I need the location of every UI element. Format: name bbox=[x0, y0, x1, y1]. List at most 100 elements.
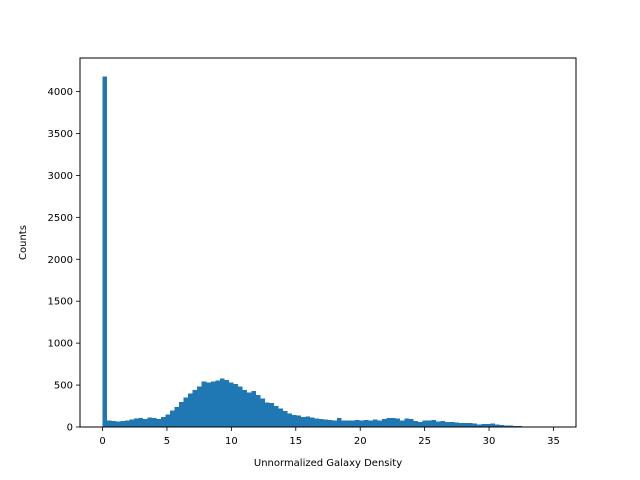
histogram-bar bbox=[508, 425, 513, 427]
histogram-bar bbox=[192, 390, 198, 427]
y-tick-label: 0 bbox=[67, 423, 73, 434]
histogram-bar bbox=[440, 421, 446, 427]
histogram-bar bbox=[445, 421, 450, 427]
histogram-bar bbox=[296, 415, 301, 427]
histogram-bar bbox=[431, 419, 437, 427]
histogram-bar bbox=[246, 392, 252, 427]
x-tick-label: 20 bbox=[354, 436, 367, 447]
y-tick-label: 4000 bbox=[48, 87, 73, 98]
histogram-bar bbox=[201, 381, 207, 427]
histogram-bar bbox=[273, 406, 279, 427]
histogram-bar bbox=[228, 382, 234, 427]
histogram-bar bbox=[129, 419, 135, 427]
histogram-bar bbox=[418, 421, 423, 427]
histogram-bar bbox=[215, 380, 220, 427]
y-tick-label: 2000 bbox=[48, 255, 73, 266]
histogram-bar bbox=[143, 419, 148, 427]
histogram-bar bbox=[395, 418, 401, 427]
histogram-bar bbox=[242, 390, 247, 427]
histogram-bar bbox=[179, 401, 184, 427]
histogram-bar bbox=[355, 419, 360, 427]
histogram-bar bbox=[449, 421, 455, 427]
x-tick-label: 5 bbox=[164, 436, 170, 447]
x-tick-label: 10 bbox=[225, 436, 238, 447]
histogram-bar bbox=[337, 418, 342, 427]
histogram-bar bbox=[481, 424, 486, 427]
histogram-bar bbox=[404, 418, 410, 427]
histogram-bar bbox=[107, 420, 112, 427]
histogram-bar bbox=[260, 398, 265, 427]
histogram-bar bbox=[255, 395, 261, 427]
histogram-bar bbox=[309, 417, 315, 427]
histogram-bar bbox=[485, 424, 491, 427]
histogram-bar bbox=[183, 397, 189, 427]
histogram-bar bbox=[463, 423, 468, 427]
histogram-bar bbox=[264, 402, 270, 427]
histogram-bar bbox=[476, 424, 482, 427]
histogram-bar bbox=[382, 419, 387, 427]
x-tick-label: 0 bbox=[99, 436, 105, 447]
x-tick-label: 25 bbox=[418, 436, 431, 447]
histogram-bar bbox=[233, 384, 238, 427]
plot-frame bbox=[79, 57, 577, 428]
histogram-bar bbox=[206, 382, 211, 427]
histogram-bar bbox=[413, 421, 419, 427]
histogram-bar bbox=[377, 420, 383, 427]
histogram-bar bbox=[138, 417, 144, 427]
histogram-bar bbox=[314, 418, 319, 427]
histogram-bar bbox=[350, 420, 356, 427]
y-tick-label: 2500 bbox=[48, 213, 73, 224]
x-tick-label: 35 bbox=[547, 436, 560, 447]
histogram-bar bbox=[197, 386, 202, 427]
histogram-bar bbox=[318, 419, 324, 427]
x-tick-label: 15 bbox=[289, 436, 302, 447]
histogram-bar bbox=[454, 422, 459, 427]
histogram-bar bbox=[328, 419, 333, 427]
histogram-bar bbox=[472, 423, 477, 427]
histogram-bar bbox=[341, 420, 347, 427]
histogram-bar bbox=[323, 419, 328, 427]
histogram-bar bbox=[346, 420, 351, 427]
histogram-bar bbox=[386, 418, 392, 427]
y-axis-ticks: 0 500 1000 1500 2000 2500 3000 3500 4000 bbox=[48, 87, 80, 434]
histogram-bar bbox=[305, 416, 310, 427]
histogram-bar bbox=[125, 420, 130, 427]
y-tick-label: 3500 bbox=[48, 129, 73, 140]
histogram-bar bbox=[332, 420, 338, 427]
histogram-bar bbox=[282, 411, 288, 427]
y-tick-label: 3000 bbox=[48, 171, 73, 182]
y-axis-label: Counts bbox=[18, 225, 29, 260]
y-tick-label: 1000 bbox=[48, 339, 73, 350]
histogram-bar bbox=[147, 417, 153, 427]
histogram-bar bbox=[368, 420, 374, 427]
histogram-bar bbox=[458, 422, 464, 427]
histogram-bar bbox=[134, 418, 139, 427]
histogram-bar bbox=[499, 424, 504, 427]
histogram-bar bbox=[373, 419, 378, 427]
histogram-bar bbox=[409, 419, 414, 427]
histogram-bar bbox=[188, 393, 193, 427]
histogram-bar bbox=[287, 413, 292, 427]
histogram-bar bbox=[116, 421, 121, 427]
histogram-bar bbox=[490, 423, 495, 427]
y-tick-label: 500 bbox=[54, 381, 73, 392]
histogram-bar bbox=[170, 410, 175, 427]
histogram-bar bbox=[102, 76, 108, 427]
histogram-bar bbox=[156, 419, 162, 427]
histogram-bars bbox=[102, 76, 554, 427]
histogram-bar bbox=[359, 420, 365, 427]
histogram-bar bbox=[224, 380, 229, 427]
histogram-bar bbox=[278, 408, 283, 427]
histogram-bar bbox=[300, 416, 306, 427]
histogram-bar bbox=[251, 390, 256, 427]
histogram-bar bbox=[427, 420, 432, 427]
histogram-bar bbox=[219, 378, 225, 427]
x-axis-label: Unnormalized Galaxy Density bbox=[254, 458, 402, 469]
histogram-bar bbox=[422, 420, 428, 427]
histogram-bar bbox=[161, 416, 166, 427]
histogram-bar bbox=[269, 403, 274, 427]
histogram-bar bbox=[111, 421, 117, 427]
histogram-bar bbox=[494, 424, 500, 427]
histogram-bar bbox=[436, 421, 441, 427]
